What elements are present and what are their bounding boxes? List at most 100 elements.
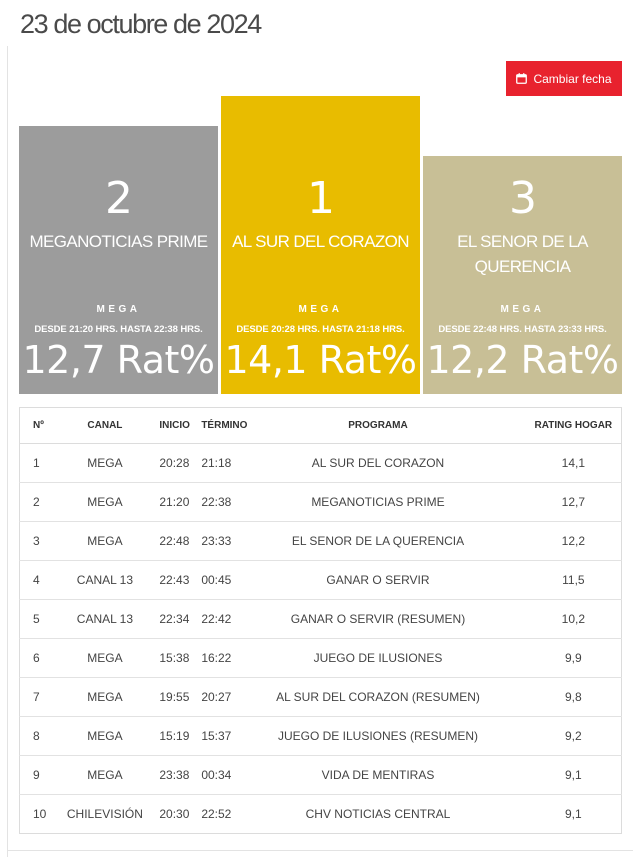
cell-canal: MEGA bbox=[57, 755, 153, 795]
cell-inicio: 20:30 bbox=[159, 807, 190, 821]
cell-rating: 9,9 bbox=[503, 638, 622, 678]
cell-termino: 15:37 bbox=[200, 716, 253, 756]
cell-inicio: 23:38 bbox=[152, 755, 201, 795]
content-left-border bbox=[7, 46, 8, 857]
header-canal: CANAL bbox=[57, 407, 153, 444]
cell-canal: MEGA bbox=[57, 638, 153, 678]
table-row: 7 MEGA 19:55 20:27 AL SUR DEL CORAZON (R… bbox=[19, 677, 622, 717]
table-row: 1 MEGA 20:28 21:18 AL SUR DEL CORAZON 14… bbox=[19, 443, 622, 483]
cell-termino: 22:42 bbox=[200, 599, 253, 639]
cell-programa: AL SUR DEL CORAZON bbox=[252, 443, 504, 483]
cell-rating: 9,8 bbox=[503, 677, 622, 717]
cell-termino: 21:18 bbox=[200, 443, 253, 483]
table-header-row: Nº CANAL INICIO TÉRMINO PROGRAMA RATING … bbox=[19, 407, 622, 444]
cell-inicio: 15:19 bbox=[152, 716, 201, 756]
calendar-icon bbox=[516, 73, 528, 84]
cell-no: 7 bbox=[19, 677, 58, 717]
cell-termino: 16:22 bbox=[200, 638, 253, 678]
podium-rank: 2 bbox=[105, 173, 133, 224]
cell-inicio: 22:43 bbox=[152, 560, 201, 600]
table-row: 5 CANAL 13 22:34 22:42 GANAR O SERVIR (R… bbox=[19, 599, 622, 639]
podium-channel: MEGA bbox=[96, 304, 141, 315]
table-row: 6 MEGA 15:38 16:22 JUEGO DE ILUSIONES 9,… bbox=[19, 638, 622, 678]
podium-rating: 12,2 Rat% bbox=[426, 338, 619, 382]
cell-rating: 12,2 bbox=[503, 521, 622, 561]
cell-inicio: 22:48 bbox=[152, 521, 201, 561]
header-programa: PROGRAMA bbox=[252, 407, 504, 444]
cell-termino: 22:52 bbox=[201, 807, 232, 821]
rating-table: Nº CANAL INICIO TÉRMINO PROGRAMA RATING … bbox=[19, 407, 622, 834]
cell-rating: 14,1 bbox=[503, 443, 622, 483]
table-row: 9 MEGA 23:38 00:34 VIDA DE MENTIRAS 9,1 bbox=[19, 755, 622, 795]
cell-programa: GANAR O SERVIR bbox=[252, 560, 504, 600]
header-no: Nº bbox=[19, 407, 58, 444]
cell-canal: CANAL 13 bbox=[57, 599, 153, 639]
cell-termino: 00:34 bbox=[200, 755, 253, 795]
podium-channel: MEGA bbox=[298, 304, 343, 315]
cell-inicio: 15:38 bbox=[152, 638, 201, 678]
cell-programa: JUEGO DE ILUSIONES bbox=[252, 638, 504, 678]
podium-rating: 12,7 Rat% bbox=[22, 338, 215, 382]
cell-rating: 10,2 bbox=[503, 599, 622, 639]
cell-programa: JUEGO DE ILUSIONES (RESUMEN) bbox=[252, 716, 504, 756]
table-row: 4 CANAL 13 22:43 00:45 GANAR O SERVIR 11… bbox=[19, 560, 622, 600]
cell-programa: CHV NOTICIAS CENTRAL bbox=[305, 807, 451, 821]
cell-canal: MEGA bbox=[57, 443, 153, 483]
cell-rating: 9,1 bbox=[565, 807, 582, 821]
table-row: 8 MEGA 15:19 15:37 JUEGO DE ILUSIONES (R… bbox=[19, 716, 622, 756]
cell-no: 2 bbox=[19, 482, 58, 522]
table-row: 2 MEGA 21:20 22:38 MEGANOTICIAS PRIME 12… bbox=[19, 482, 622, 522]
cell-canal: CHILEVISIÓN bbox=[66, 807, 143, 821]
podium-rank: 3 bbox=[509, 173, 537, 224]
header-termino: TÉRMINO bbox=[200, 407, 253, 444]
podium-timeslot: DESDE 22:48 HRS. HASTA 23:33 HRS. bbox=[438, 324, 607, 335]
cell-canal: MEGA bbox=[57, 677, 153, 717]
header-inicio: INICIO bbox=[152, 407, 201, 444]
change-date-button[interactable]: Cambiar fecha bbox=[506, 61, 622, 96]
cell-no: 10 bbox=[33, 807, 47, 821]
page-title: 23 de octubre de 2024 bbox=[20, 9, 262, 39]
cell-programa: GANAR O SERVIR (RESUMEN) bbox=[252, 599, 504, 639]
cell-inicio: 22:34 bbox=[152, 599, 201, 639]
podium-card-first: 1 AL SUR DEL CORAZON MEGA DESDE 20:28 HR… bbox=[221, 96, 420, 394]
content-bottom-border bbox=[7, 850, 633, 851]
podium-channel: MEGA bbox=[500, 304, 545, 315]
cell-no: 8 bbox=[19, 716, 58, 756]
cell-rating: 9,2 bbox=[503, 716, 622, 756]
cell-canal: MEGA bbox=[57, 521, 153, 561]
cell-canal: MEGA bbox=[57, 716, 153, 756]
cell-rating: 11,5 bbox=[503, 560, 622, 600]
cell-inicio: 19:55 bbox=[152, 677, 201, 717]
table-row: 10 CHILEVISIÓN 20:30 22:52 CHV NOTICIAS … bbox=[20, 795, 622, 834]
podium-card-third: 3 EL SENOR DE LA QUERENCIA MEGA DESDE 22… bbox=[423, 156, 622, 394]
cell-no: 1 bbox=[19, 443, 58, 483]
cell-inicio: 21:20 bbox=[152, 482, 201, 522]
cell-canal: CANAL 13 bbox=[57, 560, 153, 600]
cell-termino: 00:45 bbox=[200, 560, 253, 600]
podium-card-second: 2 MEGANOTICIAS PRIME MEGA DESDE 21:20 HR… bbox=[19, 126, 218, 394]
cell-programa: VIDA DE MENTIRAS bbox=[252, 755, 504, 795]
cell-programa: MEGANOTICIAS PRIME bbox=[252, 482, 504, 522]
cell-no: 6 bbox=[19, 638, 58, 678]
table-row: 3 MEGA 22:48 23:33 EL SENOR DE LA QUEREN… bbox=[19, 521, 622, 561]
cell-no: 9 bbox=[19, 755, 58, 795]
cell-termino: 20:27 bbox=[200, 677, 253, 717]
podium-rating: 14,1 Rat% bbox=[224, 338, 417, 382]
cell-rating: 12,7 bbox=[503, 482, 622, 522]
cell-no: 4 bbox=[19, 560, 58, 600]
podium-program: EL SENOR DE LA QUERENCIA bbox=[457, 232, 588, 276]
podium-program: AL SUR DEL CORAZON bbox=[232, 232, 409, 251]
podium-timeslot: DESDE 21:20 HRS. HASTA 22:38 HRS. bbox=[34, 324, 203, 335]
cell-inicio: 20:28 bbox=[152, 443, 201, 483]
cell-termino: 23:33 bbox=[200, 521, 253, 561]
cell-no: 3 bbox=[19, 521, 58, 561]
podium-timeslot: DESDE 20:28 HRS. HASTA 21:18 HRS. bbox=[236, 324, 405, 335]
change-date-label: Cambiar fecha bbox=[533, 71, 612, 86]
cell-no: 5 bbox=[19, 599, 58, 639]
cell-programa: EL SENOR DE LA QUERENCIA bbox=[252, 521, 504, 561]
cell-termino: 22:38 bbox=[200, 482, 253, 522]
cell-programa: AL SUR DEL CORAZON (RESUMEN) bbox=[252, 677, 504, 717]
cell-rating: 9,1 bbox=[503, 755, 622, 795]
podium-program: MEGANOTICIAS PRIME bbox=[29, 232, 208, 251]
cell-canal: MEGA bbox=[57, 482, 153, 522]
